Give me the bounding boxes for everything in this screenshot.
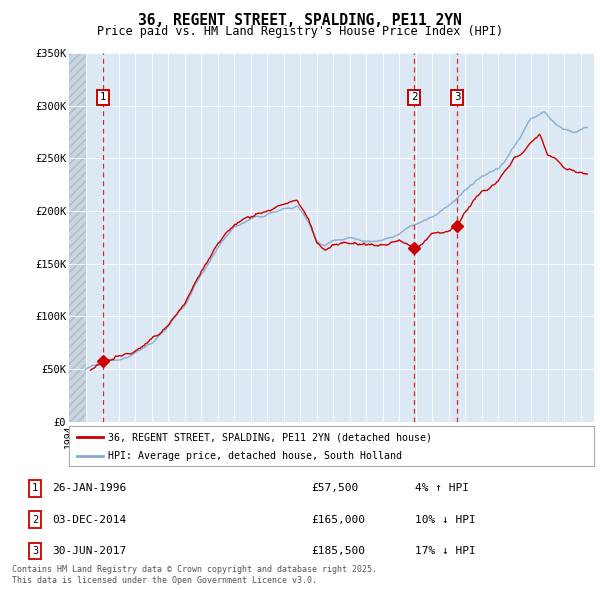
Text: 4% ↑ HPI: 4% ↑ HPI xyxy=(415,483,469,493)
Text: £57,500: £57,500 xyxy=(311,483,359,493)
Text: £165,000: £165,000 xyxy=(311,514,365,525)
Text: 36, REGENT STREET, SPALDING, PE11 2YN (detached house): 36, REGENT STREET, SPALDING, PE11 2YN (d… xyxy=(109,432,433,442)
Text: HPI: Average price, detached house, South Holland: HPI: Average price, detached house, Sout… xyxy=(109,451,403,461)
Text: Contains HM Land Registry data © Crown copyright and database right 2025.
This d: Contains HM Land Registry data © Crown c… xyxy=(12,565,377,585)
Text: 30-JUN-2017: 30-JUN-2017 xyxy=(52,546,127,556)
Text: 2: 2 xyxy=(411,93,418,102)
Text: 10% ↓ HPI: 10% ↓ HPI xyxy=(415,514,476,525)
Text: 36, REGENT STREET, SPALDING, PE11 2YN: 36, REGENT STREET, SPALDING, PE11 2YN xyxy=(138,13,462,28)
Polygon shape xyxy=(69,53,86,422)
Text: 2: 2 xyxy=(32,514,38,525)
Text: 1: 1 xyxy=(32,483,38,493)
Text: 26-JAN-1996: 26-JAN-1996 xyxy=(52,483,127,493)
Text: 3: 3 xyxy=(32,546,38,556)
Text: £185,500: £185,500 xyxy=(311,546,365,556)
Text: Price paid vs. HM Land Registry's House Price Index (HPI): Price paid vs. HM Land Registry's House … xyxy=(97,25,503,38)
Text: 1: 1 xyxy=(100,93,106,102)
Text: 17% ↓ HPI: 17% ↓ HPI xyxy=(415,546,476,556)
Text: 3: 3 xyxy=(454,93,460,102)
Text: 03-DEC-2014: 03-DEC-2014 xyxy=(52,514,127,525)
